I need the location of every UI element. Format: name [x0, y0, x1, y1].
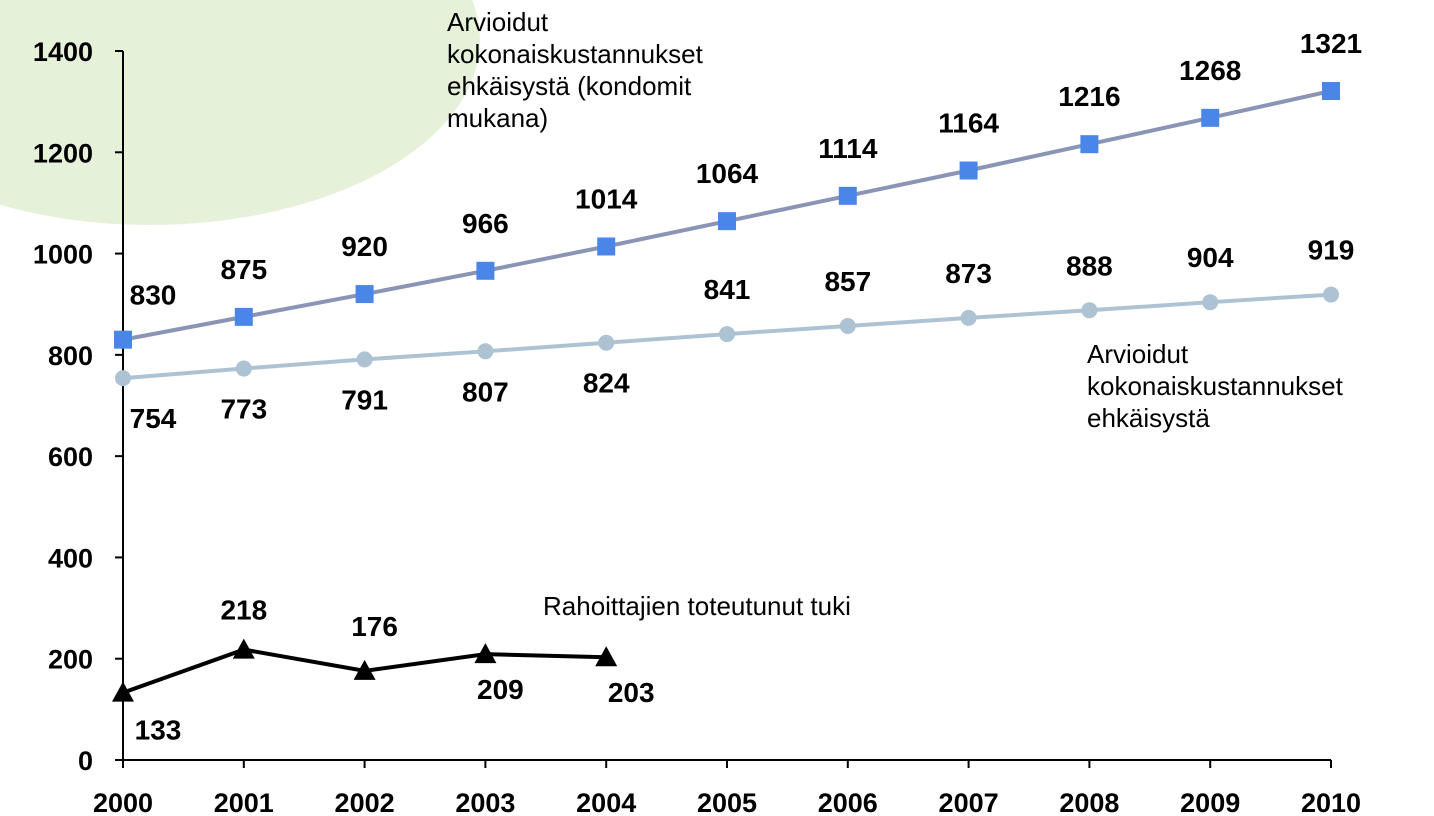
data-label: 133	[135, 715, 182, 746]
marker	[476, 262, 494, 280]
y-tick-label: 0	[78, 746, 93, 776]
marker	[115, 370, 131, 386]
y-tick-label: 800	[48, 341, 93, 371]
y-tick-label: 1000	[33, 240, 93, 270]
x-tick-label: 2003	[455, 788, 515, 816]
marker	[960, 162, 978, 180]
y-tick-label: 600	[48, 442, 93, 472]
data-label: 830	[130, 280, 177, 311]
page: {"chart_data":{"type":"line", "x":[2000,…	[0, 0, 1434, 816]
marker	[236, 361, 252, 377]
marker	[597, 237, 615, 255]
x-tick-label: 2002	[335, 788, 395, 816]
marker	[840, 318, 856, 334]
data-label: 1321	[1300, 28, 1362, 59]
marker	[1322, 82, 1340, 100]
data-label: 919	[1308, 235, 1355, 266]
data-label: 791	[341, 384, 388, 415]
series-label: Rahoittajien toteutunut tuki	[543, 590, 903, 622]
series-label: Arvioidut kokonaiskustannukset ehkäisyst…	[447, 6, 787, 134]
data-label: 920	[341, 231, 388, 262]
data-label: 875	[220, 254, 267, 285]
marker	[1323, 287, 1339, 303]
marker	[719, 326, 735, 342]
background-shape	[0, 0, 480, 225]
data-label: 1268	[1179, 55, 1241, 86]
marker	[357, 351, 373, 367]
marker	[477, 343, 493, 359]
data-label: 966	[462, 208, 509, 239]
data-label: 1014	[575, 183, 638, 214]
data-label: 1164	[938, 108, 999, 139]
data-label: 176	[351, 611, 398, 642]
marker	[718, 212, 736, 230]
y-tick-label: 400	[48, 543, 93, 573]
x-tick-label: 2005	[697, 788, 757, 816]
marker	[598, 335, 614, 351]
x-tick-label: 2007	[939, 788, 999, 816]
x-tick-label: 2008	[1059, 788, 1119, 816]
data-label: 904	[1187, 242, 1234, 273]
marker	[839, 187, 857, 205]
data-label: 857	[824, 266, 871, 297]
x-tick-label: 2004	[576, 788, 636, 816]
marker	[114, 331, 132, 349]
x-tick-label: 2009	[1180, 788, 1240, 816]
data-label: 1114	[818, 133, 878, 164]
marker	[1081, 302, 1097, 318]
data-label: 824	[583, 368, 630, 399]
marker	[961, 310, 977, 326]
x-tick-label: 2010	[1301, 788, 1361, 816]
y-tick-label: 200	[48, 645, 93, 675]
marker	[1202, 294, 1218, 310]
marker	[356, 285, 374, 303]
data-label: 203	[608, 677, 655, 708]
y-tick-label: 1400	[33, 37, 93, 67]
data-label: 807	[462, 376, 509, 407]
data-label: 209	[477, 674, 524, 705]
y-tick-label: 1200	[33, 138, 93, 168]
data-label: 888	[1066, 250, 1113, 281]
data-label: 754	[130, 403, 177, 434]
data-label: 773	[220, 394, 267, 425]
series-label: Arvioidut kokonaiskustannukset ehkäisyst…	[1087, 338, 1432, 434]
marker	[235, 308, 253, 326]
marker	[1201, 109, 1219, 127]
data-label: 873	[945, 258, 992, 289]
data-label: 1064	[696, 158, 759, 189]
marker	[233, 639, 255, 659]
x-tick-label: 2001	[214, 788, 274, 816]
data-label: 841	[704, 274, 751, 305]
data-label: 1216	[1058, 81, 1120, 112]
x-tick-label: 2006	[818, 788, 878, 816]
data-label: 218	[220, 595, 267, 626]
x-tick-label: 2000	[93, 788, 153, 816]
marker	[1080, 135, 1098, 153]
